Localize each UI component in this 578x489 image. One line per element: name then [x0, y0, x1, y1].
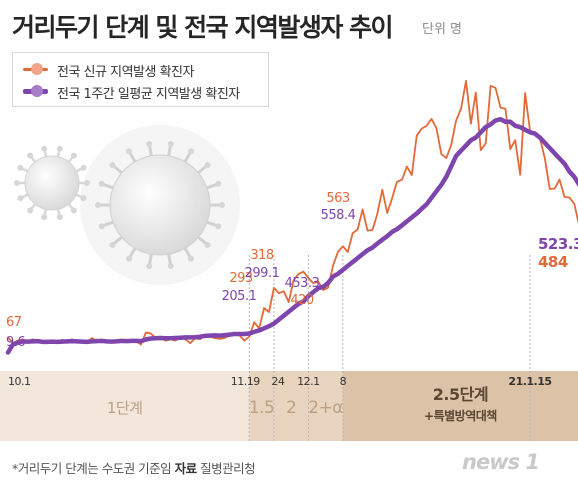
- average-line: [5, 116, 578, 355]
- stage-label: 2+α: [308, 398, 343, 418]
- stage-band: [249, 371, 274, 441]
- daily-annotation: 420: [290, 293, 314, 308]
- virus-spike-tip: [27, 152, 34, 159]
- virus-spike-tip: [98, 180, 105, 187]
- legend-label-average: 전국 1주간 일평균 지역발생 확진자: [57, 87, 240, 102]
- stage-label: 2.5단계: [433, 385, 488, 404]
- stage-sublabel: +특별방역대책: [424, 408, 497, 423]
- daily-end-label: 484: [538, 253, 568, 271]
- virus-spike-tip: [126, 148, 132, 155]
- virus-spike-tip: [70, 152, 77, 159]
- virus-spike-tip: [204, 162, 211, 169]
- virus-spike-tip: [109, 162, 116, 169]
- virus-spike-tip: [98, 223, 105, 230]
- x-tick-label: 11.19: [231, 375, 260, 388]
- average-start-label: 9.6: [6, 335, 25, 350]
- stage-band: [0, 371, 250, 441]
- daily-annotation: 293: [229, 271, 253, 286]
- stage-band: [308, 371, 343, 441]
- stage-band: [273, 371, 309, 441]
- virus-spike-tip: [219, 202, 225, 208]
- legend-marker-daily: [31, 63, 43, 75]
- virus-spike-tip: [41, 145, 48, 152]
- daily-annotation: 563: [326, 191, 350, 206]
- footer-source: *거리두기 단계는 수도권 기준임 자료 질병관리청: [12, 458, 256, 477]
- series-lines: [5, 80, 578, 355]
- news1-logo: news 1: [462, 450, 540, 474]
- average-annotation: 299.1: [245, 266, 280, 281]
- average-end-label: 523.3: [538, 235, 578, 253]
- x-tick-label: 10.1: [8, 375, 31, 388]
- virus-spike-tip: [56, 214, 63, 221]
- virus-spike-tip: [215, 223, 222, 230]
- source-label: 자료: [174, 461, 198, 476]
- virus-spike-tip: [126, 255, 132, 262]
- x-tick-label: 12.1: [297, 375, 320, 388]
- legend-marker-average: [31, 85, 43, 97]
- average-annotation: 558.4: [321, 208, 356, 223]
- stage-label: 1단계: [107, 399, 143, 417]
- virus-spike-tip: [80, 195, 87, 202]
- virus-spike-tip: [215, 180, 222, 187]
- stage-label: 2: [286, 398, 296, 418]
- virus-large-body: [109, 154, 211, 256]
- virus-spike-tip: [146, 263, 153, 270]
- footnote: *거리두기 단계는 수도권 기준임: [12, 461, 172, 476]
- virus-spike-tip: [41, 214, 48, 221]
- x-tick-label: 8: [340, 375, 347, 388]
- legend-label-daily: 전국 신규 지역발생 확진자: [57, 65, 194, 80]
- data-labels: 67 9.6 293 318 420 563 205.1 299.1 453.3 558.4 523…: [6, 191, 578, 350]
- virus-spike-tip: [109, 241, 116, 248]
- virus-spike-tip: [17, 195, 24, 202]
- legend-item-daily: 전국 신규 지역발생 확진자: [13, 58, 268, 80]
- virus-spike-tip: [146, 140, 153, 147]
- chart-title: 거리두기 단계 및 전국 지역발생자 추이: [12, 13, 394, 42]
- virus-spike-tip: [27, 207, 34, 214]
- virus-spike-tip: [95, 202, 101, 208]
- daily-annotation: 318: [250, 248, 274, 263]
- x-tick-label: 24: [271, 375, 284, 388]
- virus-small-spikes: [14, 145, 90, 221]
- x-tick-label: 21.1.15: [508, 375, 551, 388]
- stage-label: 1.5: [249, 398, 275, 418]
- virus-spike-tip: [14, 180, 20, 186]
- legend: 전국 신규 지역발생 확진자 전국 1주간 일평균 지역발생 확진자: [12, 52, 269, 107]
- virus-spike-tip: [188, 255, 194, 262]
- virus-spike-tip: [70, 207, 77, 214]
- unit-label: 단위 명: [422, 22, 463, 37]
- source-value: 질병관리청: [200, 461, 256, 476]
- date-guides: 10.1 11.19 24 12.1 8 21.1.15: [8, 255, 552, 441]
- average-annotation: 205.1: [222, 289, 257, 304]
- stage-band: [342, 371, 578, 441]
- virus-spike-tip: [167, 263, 174, 270]
- stage-bands: 1단계 1.5 2 2+α 2.5단계 +특별방역대책: [0, 371, 578, 441]
- virus-small-body: [24, 155, 80, 211]
- daily-start-label: 67: [6, 315, 22, 330]
- virus-spike-tip: [188, 148, 194, 155]
- virus-spike-tip: [204, 241, 211, 248]
- virus-illustration: [14, 125, 240, 285]
- virus-spike-tip: [167, 140, 174, 147]
- virus-spike-tip: [80, 164, 87, 171]
- virus-spike-tip: [17, 164, 24, 171]
- virus-spike-tip: [56, 145, 63, 152]
- virus-large-spikes: [95, 140, 225, 270]
- virus-spike-tip: [84, 180, 90, 186]
- legend-item-average: 전국 1주간 일평균 지역발생 확진자: [13, 80, 268, 102]
- average-annotation: 453.3: [285, 276, 320, 291]
